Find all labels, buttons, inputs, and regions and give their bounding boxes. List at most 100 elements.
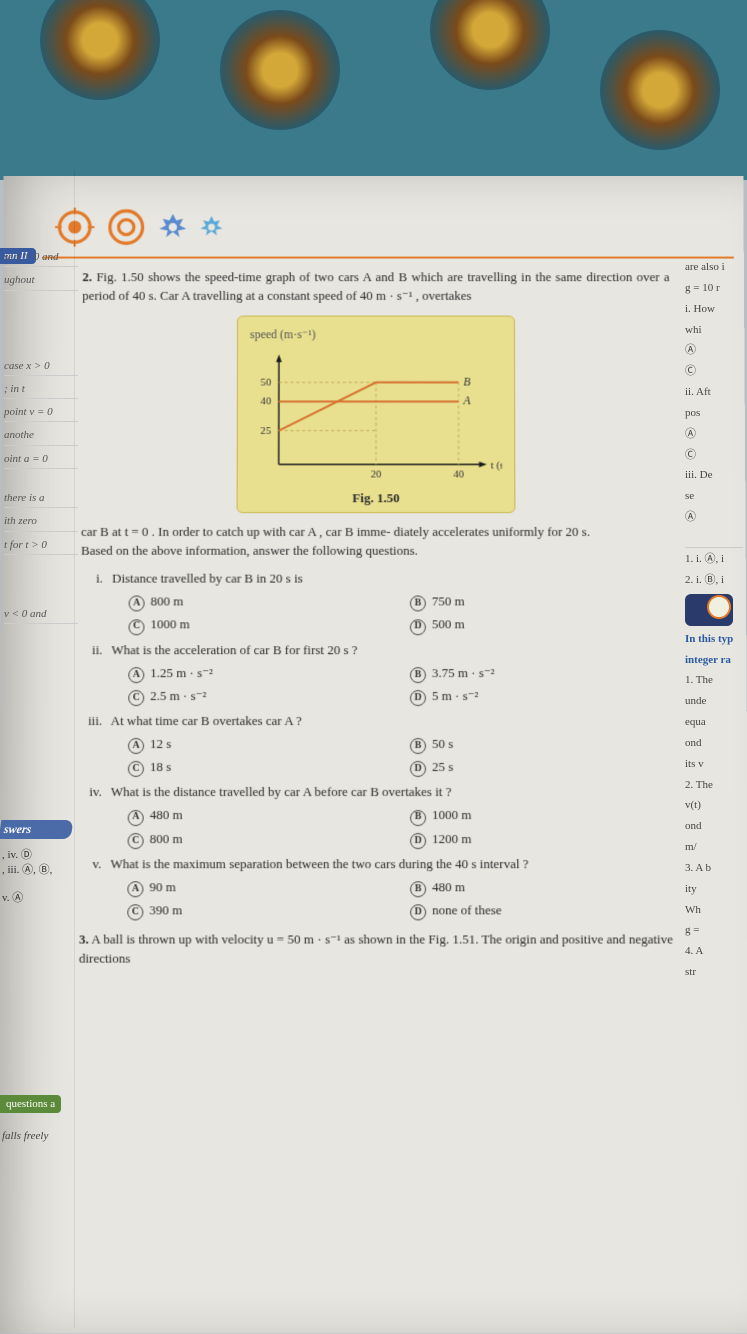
frag: v(t) bbox=[685, 798, 743, 813]
main-content: 2. Fig. 1.50 shows the speed-time graph … bbox=[79, 268, 739, 968]
frag: In this typ bbox=[685, 632, 743, 647]
option-B[interactable]: B50 s bbox=[410, 735, 672, 754]
option-D[interactable]: Dnone of these bbox=[410, 901, 673, 920]
option-A[interactable]: A90 m bbox=[127, 878, 390, 897]
option-A[interactable]: A1.25 m · s⁻² bbox=[128, 664, 390, 683]
intro-line-1: Fig. 1.50 shows the speed-time graph of … bbox=[96, 269, 407, 284]
option-B[interactable]: B1000 m bbox=[410, 806, 672, 825]
gear-icon bbox=[104, 206, 148, 249]
frag: m/ bbox=[685, 840, 743, 855]
questions-tab: questions a bbox=[0, 1095, 61, 1113]
sub-question-iii: iii. At what time car B overtakes car A … bbox=[80, 712, 672, 731]
ans: , iii. Ⓐ, Ⓑ, bbox=[2, 863, 74, 878]
option-C[interactable]: C1000 m bbox=[128, 616, 389, 635]
frag: ond bbox=[685, 736, 743, 751]
left-margin-fragments: se v > 0 and ughout case x > 0 ; in t po… bbox=[0, 250, 78, 630]
subq-label: ii. bbox=[80, 641, 108, 660]
photo-background bbox=[0, 0, 747, 180]
frag: ith zero bbox=[4, 514, 78, 531]
pattern-3 bbox=[430, 0, 550, 90]
follow-l3: Based on the above information, answer t… bbox=[81, 542, 362, 557]
sub-question-i: i. Distance travelled by car B in 20 s i… bbox=[81, 570, 671, 589]
subq-label: iv. bbox=[80, 783, 108, 802]
frag: se bbox=[685, 489, 743, 504]
frag: oint a = 0 bbox=[4, 452, 78, 469]
svg-text:50: 50 bbox=[260, 376, 271, 388]
frag: there is a bbox=[4, 491, 78, 508]
question-3-intro: 3. A ball is thrown up with velocity u =… bbox=[79, 931, 673, 969]
question-2-intro: 2. Fig. 1.50 shows the speed-time graph … bbox=[82, 268, 669, 305]
answers-list: , iv. Ⓓ , iii. Ⓐ, Ⓑ, v. Ⓐ bbox=[2, 848, 74, 906]
frag: integer ra bbox=[685, 653, 743, 668]
frag: whi bbox=[685, 323, 743, 338]
option-B[interactable]: B3.75 m · s⁻² bbox=[410, 664, 672, 683]
frag: unde bbox=[685, 694, 743, 709]
subq-label: iii. bbox=[80, 712, 108, 731]
frag: Ⓐ bbox=[685, 427, 743, 442]
sub-question-iv: iv. What is the distance travelled by ca… bbox=[80, 783, 673, 802]
answers-tab: swers bbox=[0, 820, 73, 839]
book-page: 2. Fig. 1.50 shows the speed-time graph … bbox=[0, 176, 747, 1333]
chart-caption: Fig. 1.50 bbox=[250, 489, 503, 508]
frag: are also i bbox=[685, 260, 743, 275]
question-number: 2. bbox=[82, 269, 92, 284]
intro-line-3: s. Car A travelling at a constant speed … bbox=[149, 288, 472, 303]
option-D[interactable]: D5 m · s⁻² bbox=[410, 687, 672, 706]
frag: 2. i. Ⓑ, i bbox=[685, 573, 743, 588]
header-gears bbox=[53, 206, 734, 249]
option-A[interactable]: A480 m bbox=[128, 806, 390, 825]
option-C[interactable]: C800 m bbox=[128, 830, 390, 849]
sub-question-ii: ii. What is the acceleration of car B fo… bbox=[80, 641, 671, 660]
frag: v < 0 and bbox=[4, 607, 78, 624]
option-D[interactable]: D500 m bbox=[410, 616, 671, 635]
svg-text:40: 40 bbox=[453, 468, 464, 480]
options-v: A90 m B480 m C390 m Dnone of these bbox=[127, 878, 673, 921]
frag: point v = 0 bbox=[4, 405, 78, 422]
option-A[interactable]: A800 m bbox=[129, 593, 390, 612]
frag: ; in t bbox=[4, 382, 78, 399]
frag: ii. Aft bbox=[685, 385, 743, 400]
pattern-1 bbox=[40, 0, 160, 100]
frag: iii. De bbox=[685, 468, 743, 483]
question-number: 3. bbox=[79, 932, 89, 947]
subq-text: At what time car B overtakes car A ? bbox=[111, 713, 302, 728]
svg-text:A: A bbox=[462, 395, 471, 408]
frag: Ⓒ bbox=[685, 364, 743, 379]
frag: case x > 0 bbox=[4, 359, 78, 376]
subq-text: What is the distance travelled by car A … bbox=[111, 784, 452, 799]
frag: Wh bbox=[685, 903, 743, 918]
option-C[interactable]: C2.5 m · s⁻² bbox=[128, 687, 390, 706]
options-iv: A480 m B1000 m C800 m D1200 m bbox=[128, 806, 673, 849]
frag: 1. The bbox=[685, 673, 743, 688]
option-B[interactable]: B480 m bbox=[410, 878, 673, 897]
frag: t for t > 0 bbox=[4, 538, 78, 555]
follow-l1: car B at t = 0 . In order to catch up wi… bbox=[81, 524, 390, 539]
frag: ond bbox=[685, 819, 743, 834]
frag: g = bbox=[685, 923, 743, 938]
svg-text:t (s): t (s) bbox=[491, 459, 503, 471]
option-A[interactable]: A12 s bbox=[128, 735, 390, 754]
frag: pos bbox=[685, 406, 743, 421]
frag: 2. The bbox=[685, 778, 743, 793]
option-B[interactable]: B750 m bbox=[410, 593, 671, 612]
q3-l1: A ball is thrown up with velocity u = 50… bbox=[91, 932, 406, 947]
options-iii: A12 s B50 s C18 s D25 s bbox=[128, 735, 672, 777]
frag: anothe bbox=[4, 428, 78, 445]
svg-text:B: B bbox=[463, 375, 470, 388]
subq-label: v. bbox=[79, 855, 107, 874]
svg-text:20: 20 bbox=[371, 468, 382, 480]
follow-l4: questions. bbox=[366, 542, 418, 557]
subq-text: What is the maximum separation between t… bbox=[110, 856, 528, 871]
frag: Ⓒ bbox=[685, 448, 743, 463]
svg-text:25: 25 bbox=[260, 425, 271, 437]
svg-text:40: 40 bbox=[260, 396, 271, 408]
sub-question-v: v. What is the maximum separation betwee… bbox=[79, 855, 672, 874]
option-D[interactable]: D1200 m bbox=[410, 830, 672, 849]
option-C[interactable]: C18 s bbox=[128, 758, 390, 777]
divider bbox=[43, 257, 734, 259]
frag: ity bbox=[685, 882, 743, 897]
subq-text: Distance travelled by car B in 20 s is bbox=[112, 571, 303, 586]
option-D[interactable]: D25 s bbox=[410, 758, 672, 777]
option-C[interactable]: C390 m bbox=[127, 901, 390, 920]
frag: 3. A b bbox=[685, 861, 743, 876]
